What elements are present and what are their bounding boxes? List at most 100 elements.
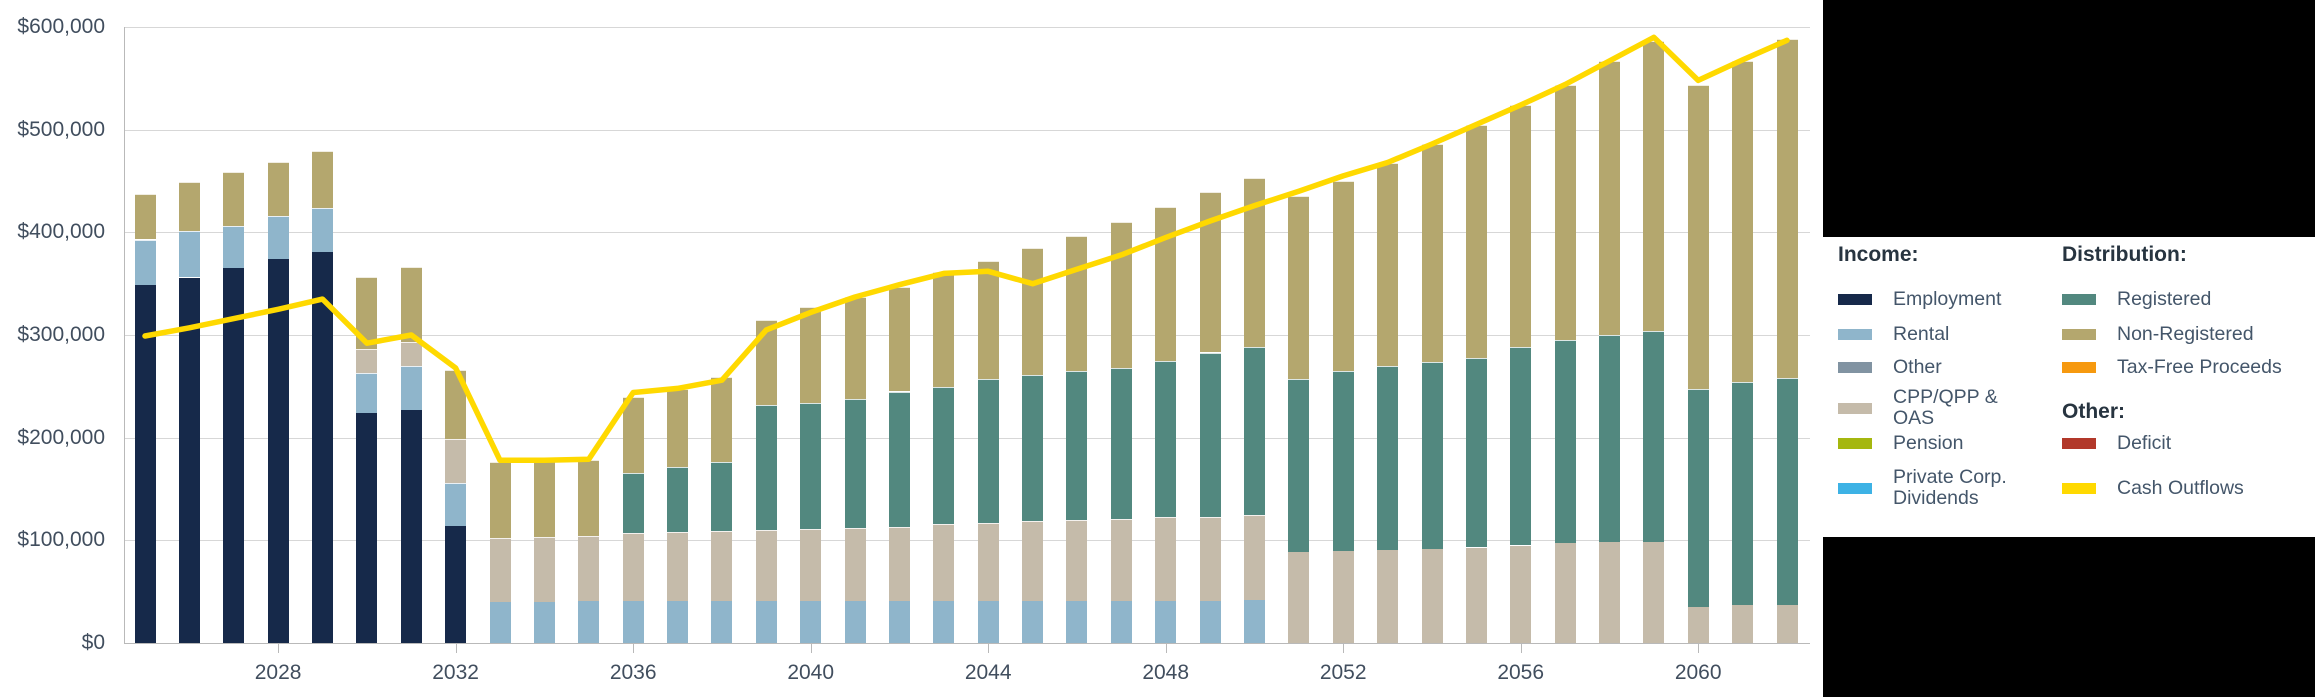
- legend-item-private-corp-dividends: Private Corp. Dividends: [1838, 465, 2023, 511]
- x-axis-label: 2040: [787, 661, 835, 684]
- legend-distribution-column: Distribution: Registered Non-Registered …: [2062, 237, 2315, 537]
- bar-segment: [1465, 357, 1487, 548]
- bar-segment: [844, 600, 866, 643]
- bar-segment: [977, 261, 999, 380]
- bar-segment: [1332, 181, 1354, 371]
- bar-segment: [312, 151, 333, 208]
- bar-segment: [933, 600, 955, 643]
- bar-segment: [977, 522, 999, 601]
- x-axis-label: 2060: [1674, 661, 1722, 684]
- bar-segment: [312, 207, 333, 252]
- bar-segment: [755, 404, 777, 531]
- legend-item-label: Other: [1893, 355, 1942, 378]
- bar-segment: [1110, 222, 1132, 368]
- bar-segment: [178, 182, 200, 232]
- bar-segment: [1599, 60, 1620, 335]
- x-axis-tick: [633, 644, 635, 653]
- bar-segment: [223, 171, 245, 227]
- bar-segment: [1643, 330, 1665, 543]
- legend-item-cpp-qpp-oas: CPP/QPP & OAS: [1838, 385, 2023, 431]
- y-axis-label: $200,000: [17, 425, 105, 449]
- bar-segment: [1643, 542, 1665, 643]
- legend-item-tax-free-proceeds: Tax-Free Proceeds: [2062, 354, 2315, 380]
- bar-segment: [1421, 144, 1443, 362]
- bar-segment: [578, 600, 600, 643]
- bar-segment: [489, 538, 511, 602]
- bar-segment: [578, 460, 600, 537]
- bar-segment: [178, 277, 200, 643]
- private-corp-dividends-swatch: [1838, 482, 1872, 494]
- bar-segment: [445, 526, 467, 643]
- legend-item-non-registered: Non-Registered: [2062, 321, 2315, 347]
- bar-segment: [1199, 192, 1221, 353]
- bar-segment: [1244, 177, 1265, 348]
- side-panel: Income: Employment Rental Other CPP/QPP …: [1823, 0, 2315, 697]
- bar-segment: [1776, 378, 1798, 605]
- bar-segment: [356, 276, 378, 350]
- bar-segment: [1554, 543, 1576, 643]
- bar-segment: [489, 601, 511, 643]
- bar-segment: [178, 231, 200, 278]
- bar-segment: [267, 259, 289, 643]
- x-axis-tick: [988, 644, 990, 653]
- y-axis-label: $600,000: [17, 15, 105, 38]
- legend-item-label: Pension: [1893, 431, 1964, 454]
- bar-segment: [1022, 247, 1044, 375]
- bar-segment: [578, 536, 600, 601]
- bar-segment: [489, 462, 511, 539]
- x-axis-line: [124, 643, 1810, 644]
- x-axis-tick: [1343, 644, 1345, 653]
- x-axis-label: 2036: [609, 661, 657, 684]
- gridline: [124, 540, 1810, 542]
- bar-segment: [1332, 550, 1354, 643]
- bar-segment: [400, 409, 422, 643]
- top-black-panel: [1823, 0, 2315, 237]
- pension-swatch: [1838, 437, 1872, 449]
- bar-segment: [312, 251, 333, 643]
- bar-segment: [1732, 382, 1754, 605]
- bar-segment: [223, 268, 245, 643]
- rental-swatch: [1838, 328, 1872, 340]
- bar-segment: [356, 373, 378, 413]
- tax-free-proceeds-swatch: [2062, 361, 2096, 373]
- x-axis-tick: [1165, 644, 1167, 653]
- bar-segment: [1110, 600, 1132, 643]
- legend-item-cash-outflows: Cash Outflows: [2062, 465, 2315, 511]
- bar-segment: [533, 601, 555, 643]
- bar-segment: [1554, 340, 1576, 544]
- legend-item-label: Employment: [1893, 287, 2002, 310]
- bar-segment: [1776, 605, 1798, 643]
- y-axis-label: $400,000: [17, 220, 105, 244]
- bar-segment: [1066, 370, 1088, 520]
- legend-item-other-income: Other: [1838, 354, 2023, 380]
- cash-outflows-swatch: [2062, 482, 2096, 494]
- bar-segment: [1732, 60, 1754, 383]
- bar-segment: [1199, 352, 1221, 517]
- bar-segment: [1244, 599, 1265, 643]
- bar-segment: [1244, 514, 1265, 600]
- bar-segment: [223, 226, 245, 269]
- bar-segment: [1465, 547, 1487, 643]
- bar-segment: [1643, 41, 1665, 331]
- non-registered-swatch: [2062, 328, 2096, 340]
- bar-segment: [1687, 84, 1709, 390]
- bar-segment: [888, 286, 910, 392]
- legend-item-rental: Rental: [1838, 321, 2023, 347]
- bar-segment: [1288, 196, 1310, 380]
- bar-segment: [267, 161, 289, 216]
- bar-segment: [711, 462, 733, 532]
- bar-segment: [711, 377, 733, 463]
- legend-item-label: Deficit: [2117, 431, 2172, 454]
- legend-income-column: Income: Employment Rental Other CPP/QPP …: [1838, 237, 2062, 537]
- bar-segment: [667, 467, 688, 533]
- bar-segment: [1510, 105, 1532, 348]
- bar-segment: [400, 267, 422, 343]
- x-axis-label: 2048: [1142, 661, 1190, 684]
- bar-segment: [1199, 600, 1221, 643]
- bar-segment: [667, 389, 688, 468]
- bar-segment: [1332, 370, 1354, 551]
- bar-segment: [445, 369, 467, 439]
- x-axis-label: 2056: [1497, 661, 1545, 684]
- bar-segment: [134, 239, 156, 285]
- bar-segment: [711, 600, 733, 643]
